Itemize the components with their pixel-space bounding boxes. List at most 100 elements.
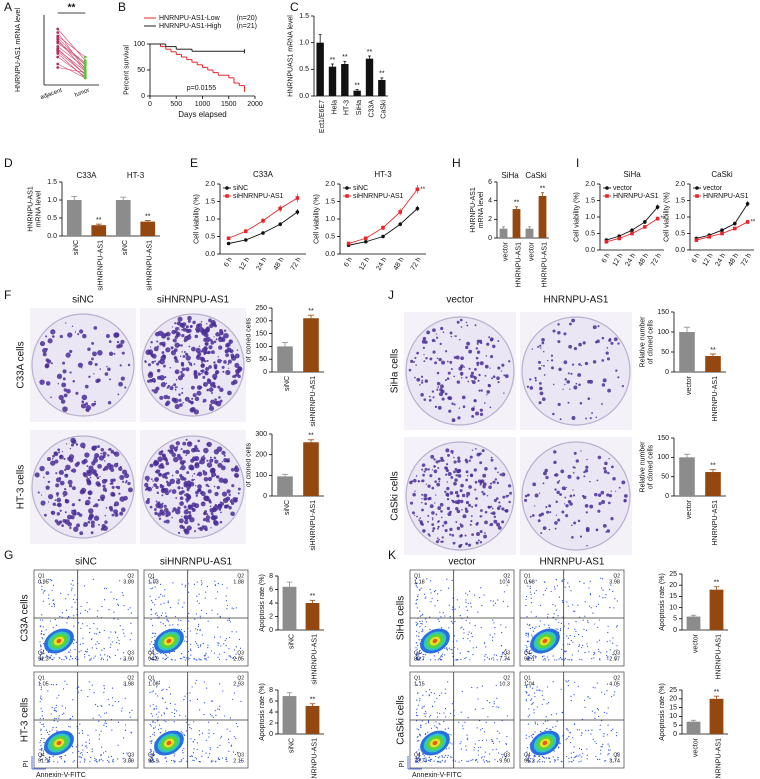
event: [41, 749, 42, 750]
event: [613, 607, 614, 608]
legend-label: HNRNPU-AS1-High: [159, 23, 221, 30]
event: [478, 754, 479, 755]
event: [429, 689, 430, 690]
event: [153, 720, 154, 721]
event: [106, 723, 107, 724]
legend-marker: [695, 194, 699, 198]
colony: [186, 439, 188, 441]
event: [84, 656, 85, 657]
colony: [180, 460, 185, 465]
event: [607, 657, 608, 658]
event: [185, 716, 186, 717]
event: [118, 722, 119, 723]
colony: [163, 335, 164, 336]
colony: [470, 520, 472, 522]
colony: [180, 356, 181, 357]
event: [115, 631, 116, 632]
point: [56, 66, 59, 69]
event: [556, 610, 557, 611]
colony: [440, 384, 444, 388]
event: [418, 740, 419, 741]
plate: [406, 317, 514, 425]
quadrant-name: Q2: [503, 675, 510, 681]
colony: [227, 391, 232, 396]
event: [451, 757, 452, 758]
event: [438, 757, 439, 758]
event: [41, 586, 42, 587]
event: [89, 628, 90, 629]
colony: [178, 399, 181, 402]
colony: [453, 420, 454, 421]
colony: [69, 527, 71, 529]
event: [100, 716, 101, 717]
event: [565, 651, 566, 652]
quadrant-name: Q3: [503, 650, 510, 656]
event: [493, 605, 494, 606]
colony: [100, 448, 104, 452]
y-tick-label: 0: [673, 731, 677, 738]
event: [196, 596, 197, 597]
colony: [539, 382, 542, 385]
colony: [181, 516, 182, 517]
event: [64, 681, 65, 682]
colony: [455, 500, 459, 504]
event: [150, 705, 151, 706]
colony: [197, 352, 201, 356]
event: [495, 603, 496, 604]
colony: [445, 350, 447, 352]
colony: [499, 505, 500, 506]
event: [97, 610, 98, 611]
event: [554, 659, 555, 660]
colony: [151, 478, 153, 480]
event: [562, 602, 563, 603]
event: [205, 752, 206, 753]
event: [469, 631, 470, 632]
event: [160, 732, 161, 733]
event: [496, 655, 497, 656]
event: [199, 761, 200, 762]
event: [527, 585, 528, 586]
event: [201, 756, 202, 757]
event: [437, 727, 438, 728]
event: [240, 648, 241, 649]
event: [40, 708, 41, 709]
colony: [498, 501, 500, 503]
group-label: SiHa: [501, 171, 519, 180]
colony: [436, 389, 438, 391]
event: [457, 599, 458, 600]
colony: [111, 450, 115, 454]
colony: [539, 345, 541, 347]
event: [494, 654, 495, 655]
colony: [461, 377, 463, 379]
colony: [608, 502, 611, 505]
colony: [586, 545, 588, 547]
y-tick-label: 2.0: [675, 181, 685, 188]
event: [493, 622, 494, 623]
event: [425, 691, 426, 692]
event: [465, 599, 466, 600]
y-tick-label: 2.0: [585, 181, 595, 188]
event: [478, 747, 479, 748]
point: [630, 232, 634, 236]
event: [86, 625, 87, 626]
legend-marker: [345, 194, 349, 198]
event: [475, 625, 476, 626]
colony: [223, 360, 227, 364]
event: [494, 633, 495, 634]
event: [218, 645, 219, 646]
event: [437, 716, 438, 717]
event: [51, 684, 52, 685]
colony: [192, 508, 194, 510]
event: [602, 578, 603, 579]
event: [416, 635, 417, 636]
plate: [522, 317, 630, 425]
event: [190, 756, 191, 757]
event: [444, 654, 445, 655]
colony: [197, 489, 201, 493]
colony: [454, 403, 456, 405]
event: [79, 723, 80, 724]
event: [530, 588, 531, 589]
event: [151, 600, 152, 601]
event: [446, 748, 447, 749]
bar: [705, 356, 721, 372]
